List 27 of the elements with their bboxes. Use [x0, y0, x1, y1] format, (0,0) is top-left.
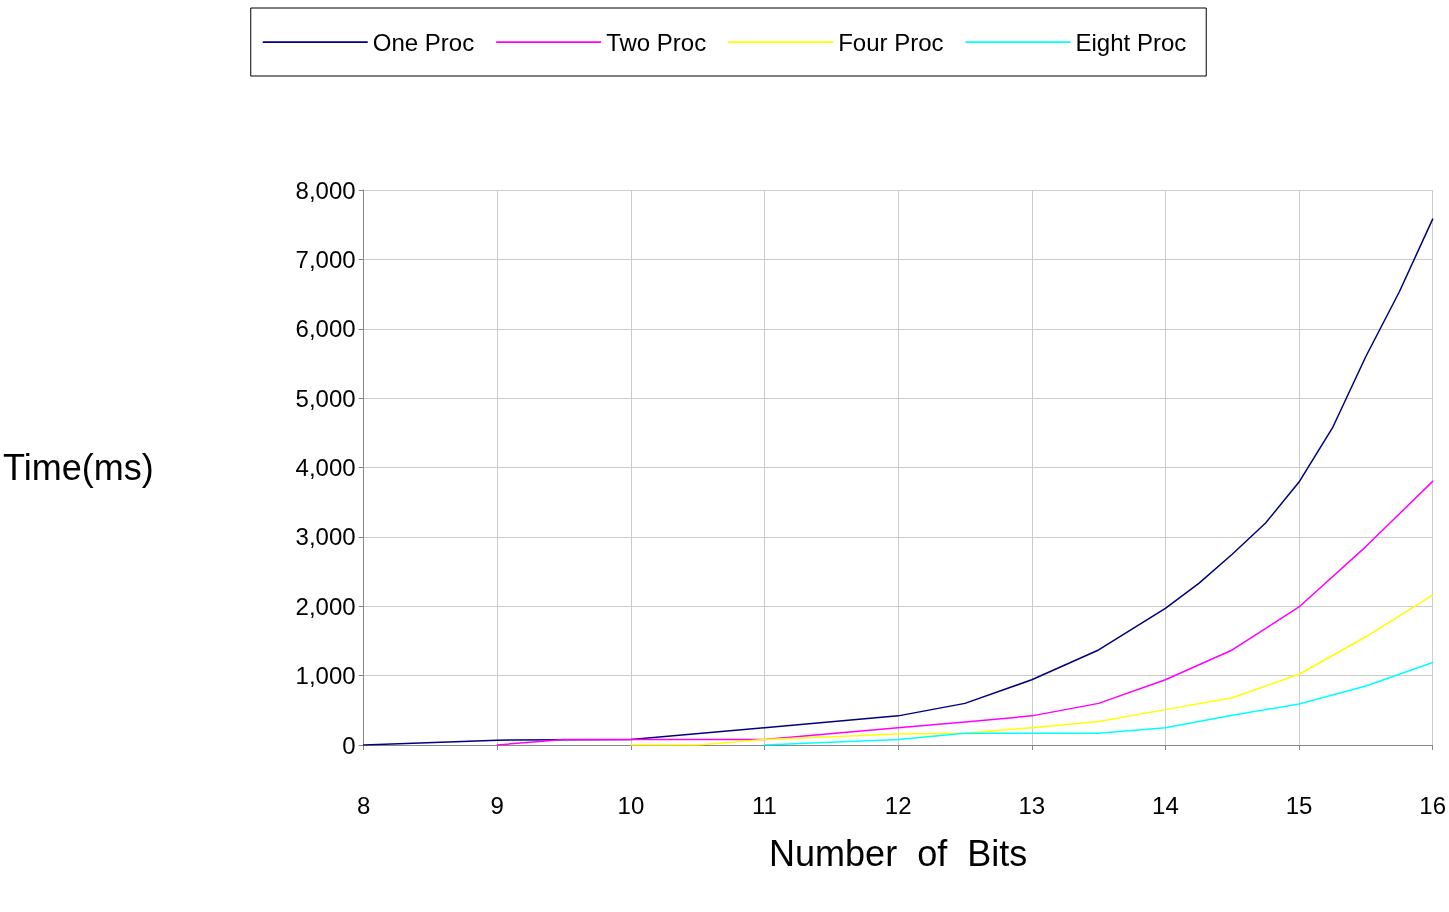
x-tick-label: 10: [617, 791, 645, 819]
x-tick-label: 9: [490, 791, 504, 819]
x-tick-label: 8: [356, 791, 371, 819]
y-tick-label: 0: [342, 731, 356, 759]
y-tick-label: 5,000: [295, 384, 356, 412]
x-tick-label: 13: [1018, 791, 1046, 819]
y-tick-label: 6,000: [295, 315, 356, 343]
legend-label: One Proc: [372, 28, 475, 56]
y-tick-label: 2,000: [295, 592, 356, 620]
y-tick-label: 1,000: [295, 662, 356, 690]
x-tick-label: 15: [1285, 791, 1313, 819]
y-axis-title: Time(ms): [2, 447, 154, 488]
x-tick-label: 11: [752, 791, 777, 819]
x-tick-label: 16: [1419, 791, 1446, 819]
legend-label: Eight Proc: [1075, 28, 1187, 56]
legend-label: Four Proc: [838, 28, 944, 56]
x-tick-label: 12: [884, 791, 912, 819]
x-tick-label: 14: [1152, 791, 1179, 819]
y-tick-label: 7,000: [295, 245, 356, 273]
line-series: [630, 594, 1434, 746]
y-tick-label: 8,000: [295, 176, 356, 204]
line-series: [496, 480, 1434, 746]
legend-label: Two Proc: [606, 28, 707, 56]
line-series: [763, 661, 1434, 746]
y-tick-label: 3,000: [295, 523, 356, 551]
y-tick-label: 4,000: [295, 454, 356, 481]
x-axis-title: Number of Bits: [769, 832, 1028, 874]
